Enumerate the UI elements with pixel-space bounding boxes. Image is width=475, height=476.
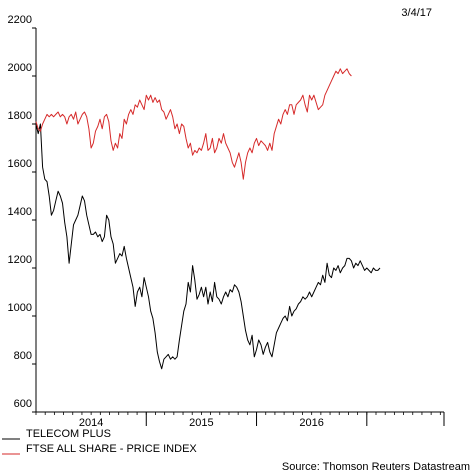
chart-source-note: Source: Thomson Reuters Datastream	[282, 461, 470, 473]
x-tick-label: 2014	[79, 417, 103, 429]
legend-label: FTSE ALL SHARE - PRICE INDEX	[26, 443, 197, 455]
x-tick-label: 2015	[189, 417, 213, 429]
series-line-2	[35, 68, 352, 180]
y-tick-label: 1000	[8, 302, 32, 314]
y-tick-label: 2000	[8, 62, 32, 74]
y-tick-label: 1400	[8, 206, 32, 218]
legend-label: TELECOM PLUS	[26, 428, 111, 440]
legend: TELECOM PLUS FTSE ALL SHARE - PRICE INDEX	[2, 428, 197, 455]
plot-area	[35, 68, 381, 370]
y-tick-label: 800	[14, 350, 32, 362]
x-tick-label: 2016	[299, 417, 323, 429]
y-tick-label: 1600	[8, 158, 32, 170]
series-line-1	[35, 123, 381, 370]
y-tick-label: 2200	[8, 14, 32, 26]
chart-date-label: 3/4/17	[401, 7, 432, 19]
x-axis: 2014 2015 2016	[35, 411, 445, 429]
y-tick-label: 1800	[8, 110, 32, 122]
y-tick-label: 600	[14, 398, 32, 410]
y-axis: 600 800 1000 1200 1400 1600 1800 2000 2200	[8, 14, 37, 413]
y-tick-label: 1200	[8, 254, 32, 266]
